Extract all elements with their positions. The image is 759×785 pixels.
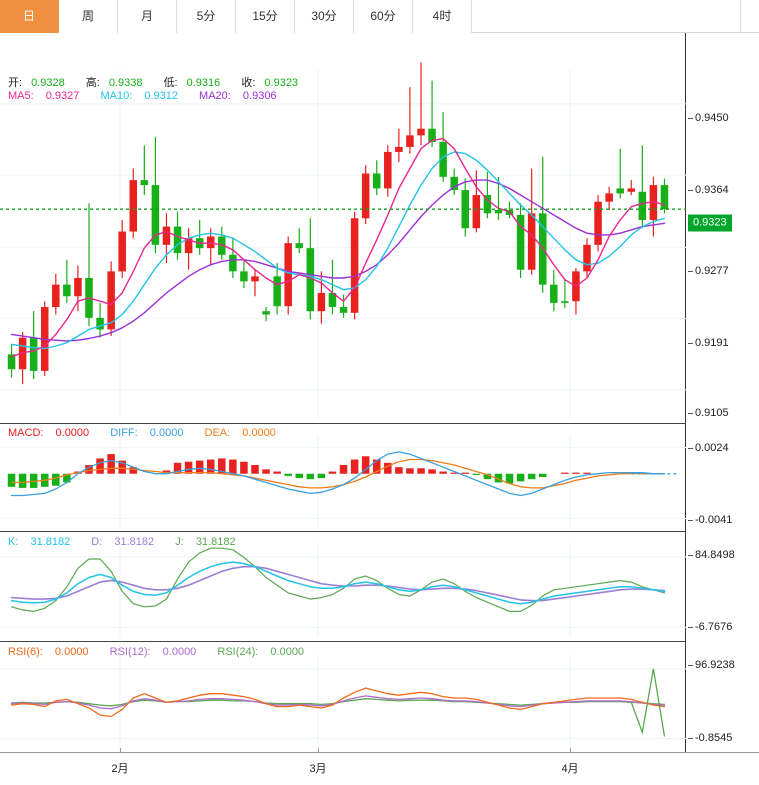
low-label: 低: <box>163 77 178 89</box>
high-value: 0.9338 <box>108 77 143 89</box>
xtick-mar <box>318 748 319 753</box>
price-axis-label-4: 0.9191 <box>688 337 729 349</box>
ma5-value: 0.9327 <box>45 90 80 102</box>
ma-legend: MA5: 0.9327 MA10: 0.9312 MA20: 0.9306 <box>8 90 295 102</box>
price-axis: 0.9450 0.9364 0.9277 0.9191 0.9105 0.932… <box>687 33 759 752</box>
tab-month[interactable]: 月 <box>118 0 177 33</box>
xtick-apr <box>570 748 571 753</box>
price-axis-label-3: 0.9277 <box>688 265 729 277</box>
rsi-legend: RSI(6): 0.0000 RSI(12): 0.0000 RSI(24): … <box>8 646 322 658</box>
open-value: 0.9328 <box>31 77 65 89</box>
price-axis-label-2: 0.9364 <box>688 184 729 196</box>
rsi12-value: 0.0000 <box>162 646 197 658</box>
chart-canvas <box>0 62 686 749</box>
tab-week[interactable]: 周 <box>59 0 118 33</box>
ma5-label: MA5: <box>8 90 34 102</box>
rsi-axis-label-1: 96.9238 <box>688 659 735 671</box>
price-axis-label-1: 0.9450 <box>688 112 729 124</box>
d-label: D: <box>91 536 103 548</box>
kdj-axis-label-2: -6.7676 <box>687 621 733 633</box>
ma20-label: MA20: <box>199 90 231 102</box>
rsi24-value: 0.0000 <box>270 646 305 658</box>
j-value: 31.8182 <box>195 536 236 548</box>
macd-legend: MACD: 0.0000 DIFF: 0.0000 DEA: 0.0000 <box>8 427 294 439</box>
open-label: 开: <box>8 77 23 89</box>
dea-value: 0.0000 <box>242 427 276 439</box>
rsi12-label: RSI(12): <box>109 646 151 658</box>
xlabel-feb: 2月 <box>111 763 129 775</box>
diff-value: 0.0000 <box>149 427 184 439</box>
k-value: 31.8182 <box>30 536 71 548</box>
xtick-feb <box>120 748 121 753</box>
macd-axis-label-2: -0.0041 <box>687 514 733 526</box>
diff-label: DIFF: <box>110 427 138 439</box>
low-value: 0.9316 <box>186 77 221 89</box>
xlabel-apr: 4月 <box>561 763 579 775</box>
tab-60min[interactable]: 60分 <box>354 0 413 33</box>
timeframe-tabbar[interactable]: 日 周 月 5分 15分 30分 60分 4时 <box>0 0 759 33</box>
separator-macd <box>0 423 686 424</box>
chart-container[interactable]: 开: 0.9328 高: 0.9338 低: 0.9316 收: 0.9323 MA5:… <box>0 33 759 775</box>
plot-area[interactable] <box>0 33 686 752</box>
j-label: J: <box>175 536 184 548</box>
ma10-value: 0.9312 <box>144 90 178 102</box>
close-value: 0.9323 <box>264 77 299 89</box>
tabbar-filler <box>472 0 741 33</box>
high-label: 高: <box>85 77 100 89</box>
dea-label: DEA: <box>204 427 231 439</box>
price-axis-label-5: 0.9105 <box>688 407 729 419</box>
tab-30min[interactable]: 30分 <box>295 0 354 33</box>
ma10-label: MA10: <box>100 90 133 102</box>
tab-15min[interactable]: 15分 <box>236 0 295 33</box>
tabbar-end <box>741 0 759 33</box>
macd-label: MACD: <box>8 427 44 439</box>
rsi6-value: 0.0000 <box>54 646 89 658</box>
kdj-axis-label-1: 84.8498 <box>688 549 735 561</box>
separator-rsi <box>0 641 686 642</box>
kdj-legend: K: 31.8182 D: 31.8182 J: 31.8182 <box>8 536 254 548</box>
ohlc-legend: 开: 0.9328 高: 0.9338 低: 0.9316 收: 0.9323 <box>8 74 316 90</box>
current-price-tag: 0.9323 <box>688 214 732 232</box>
rsi-axis-label-2: -0.8545 <box>687 732 733 744</box>
k-label: K: <box>8 536 19 548</box>
macd-value: 0.0000 <box>55 427 90 439</box>
tab-5min[interactable]: 5分 <box>177 0 236 33</box>
close-label: 收: <box>241 77 256 89</box>
rsi6-label: RSI(6): <box>8 646 43 658</box>
macd-axis-label-1: 0.0024 <box>688 442 729 454</box>
tab-4hour[interactable]: 4时 <box>413 0 472 33</box>
d-value: 31.8182 <box>114 536 155 548</box>
time-axis: 2月 3月 4月 <box>0 748 759 785</box>
separator-kdj <box>0 531 686 532</box>
ma20-value: 0.9306 <box>242 90 277 102</box>
rsi24-label: RSI(24): <box>217 646 259 658</box>
xlabel-mar: 3月 <box>309 763 327 775</box>
tab-day[interactable]: 日 <box>0 0 59 33</box>
